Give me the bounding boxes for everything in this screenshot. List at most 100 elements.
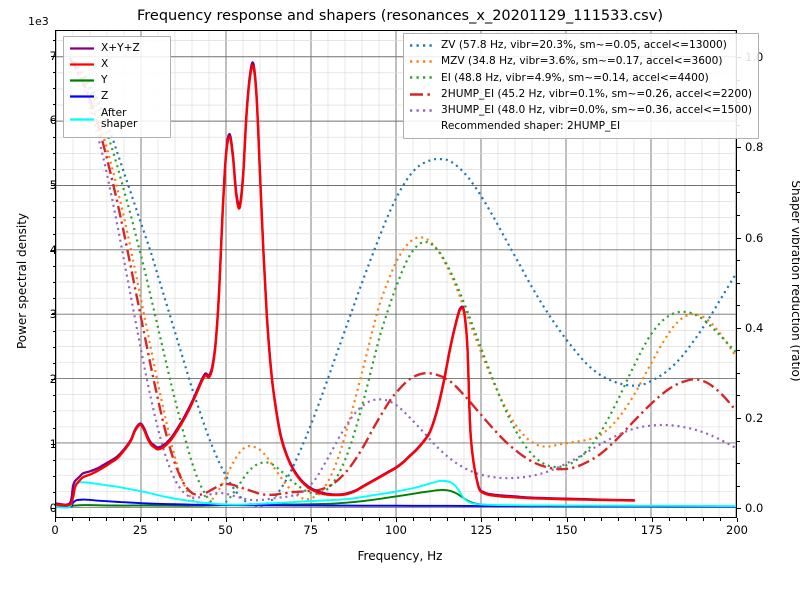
y-minor-tick-right: [737, 260, 740, 262]
x-tick-mark: [55, 518, 56, 522]
y-tick-mark-left: [51, 249, 55, 251]
y-minor-tick-right: [737, 169, 740, 171]
x-minor-tick: [634, 518, 636, 521]
y-minor-tick-right: [737, 350, 740, 352]
y-minor-tick-right: [737, 485, 740, 487]
y-minor-tick-right: [737, 192, 740, 194]
y-minor-tick-left: [52, 72, 55, 73]
legend-item-3hump-ei[interactable]: 3HUMP_EI (48.0 Hz, vibr=0.0%, sm~=0.36, …: [409, 103, 752, 119]
y-tick-mark-left: [51, 55, 55, 57]
x-tick-label: 150: [555, 523, 578, 537]
x-tick-mark: [396, 518, 397, 522]
x-axis-label: Frequency, Hz: [357, 549, 443, 563]
x-minor-tick: [327, 518, 329, 521]
y-minor-tick-left: [52, 265, 55, 267]
y-minor-tick-right: [737, 463, 740, 465]
series-x: [56, 64, 636, 507]
y-minor-tick-left: [52, 298, 55, 300]
x-minor-tick: [719, 518, 721, 521]
y-minor-tick-right: [737, 440, 740, 442]
y-minor-tick-left: [52, 168, 55, 170]
y-tick-mark-left: [51, 443, 55, 445]
y-tick-mark-left: [51, 379, 55, 381]
legend-item-zv[interactable]: ZV (57.8 Hz, vibr=20.3%, sm~=0.05, accel…: [409, 37, 752, 53]
y-tick-mark-right: [737, 237, 741, 239]
y-minor-tick-left: [52, 217, 55, 219]
y-minor-tick-left: [52, 88, 55, 90]
y-minor-tick-left: [52, 201, 55, 203]
x-tick-label: 100: [385, 523, 407, 537]
legend-item-x[interactable]: X: [69, 56, 165, 72]
legend-label: EI (48.8 Hz, vibr=4.9%, sm~=0.14, accel<…: [441, 71, 709, 84]
y-minor-tick-right: [737, 215, 740, 216]
legend-line-sample-icon: [69, 114, 95, 125]
x-minor-tick: [464, 518, 466, 521]
legend-line-sample-icon: [409, 72, 435, 83]
y-axis-label-left: Power spectral density: [15, 212, 29, 350]
series-ei: [68, 57, 736, 507]
legend-line-sample-icon: [69, 43, 95, 54]
y-minor-tick-left: [52, 459, 55, 461]
x-minor-tick: [361, 518, 363, 521]
x-minor-tick: [583, 518, 585, 521]
x-minor-tick: [191, 518, 193, 521]
y-tick-label-right: 0.4: [745, 320, 764, 335]
legend-label: Z: [101, 89, 109, 102]
legend-item-y[interactable]: Y: [69, 72, 165, 88]
x-tick-mark: [651, 518, 653, 522]
x-tick-label: 50: [218, 523, 233, 537]
x-minor-tick: [447, 518, 449, 521]
y-minor-tick-right: [737, 305, 740, 307]
y-tick-mark-left: [51, 314, 55, 316]
legend-label: ZV (57.8 Hz, vibr=20.3%, sm~=0.05, accel…: [441, 38, 727, 51]
legend-label: 3HUMP_EI (48.0 Hz, vibr=0.0%, sm~=0.36, …: [441, 104, 752, 117]
y-minor-tick-left: [52, 39, 55, 41]
y-minor-tick-right: [737, 395, 740, 397]
recommended-shaper-note: Recommended shaper: 2HUMP_EI: [441, 120, 621, 133]
page-title: Frequency response and shapers (resonanc…: [137, 8, 663, 24]
series-mzv: [68, 57, 736, 507]
legend-item-ei[interactable]: EI (48.8 Hz, vibr=4.9%, sm~=0.14, accel<…: [409, 70, 752, 86]
x-tick-label: 175: [640, 523, 663, 537]
legend-shapers: ZV (57.8 Hz, vibr=20.3%, sm~=0.05, accel…: [403, 33, 759, 139]
y-minor-tick-left: [52, 492, 55, 494]
y-minor-tick-left: [52, 346, 55, 348]
x-minor-tick: [378, 518, 380, 521]
x-minor-tick: [668, 518, 670, 521]
x-minor-tick: [72, 518, 74, 521]
x-tick-label: 125: [470, 523, 493, 537]
x-minor-tick: [344, 518, 346, 521]
y-tick-mark-left: [51, 120, 55, 122]
x-tick-mark: [566, 518, 568, 522]
x-minor-tick: [174, 518, 176, 521]
y-tick-mark-right: [737, 147, 741, 149]
y-tick-label-right: 0.8: [745, 140, 764, 155]
y-minor-tick-left: [52, 427, 55, 429]
y-tick-mark-left: [51, 185, 55, 187]
x-minor-tick: [106, 518, 108, 521]
y-minor-tick-left: [52, 282, 55, 284]
y-minor-tick-left: [52, 330, 55, 332]
legend-item-z[interactable]: Z: [69, 88, 165, 104]
x-tick-label: 75: [303, 523, 319, 537]
legend-line-sample-icon: [409, 40, 435, 51]
legend-label: MZV (34.8 Hz, vibr=3.6%, sm~=0.17, accel…: [441, 55, 723, 68]
legend-item-mzv[interactable]: MZV (34.8 Hz, vibr=3.6%, sm~=0.17, accel…: [409, 53, 752, 69]
legend-line-sample-icon: [69, 75, 95, 86]
x-minor-tick: [549, 518, 551, 521]
y-minor-tick-left: [52, 395, 55, 397]
y-minor-tick-left: [52, 411, 55, 413]
x-tick-label: 200: [726, 523, 748, 537]
legend-line-sample-icon: [409, 56, 435, 67]
x-minor-tick: [515, 518, 517, 521]
series-after-shaper: [56, 479, 736, 509]
x-tick-label: 25: [132, 523, 148, 537]
y-minor-tick-left: [52, 104, 55, 106]
legend-item-after-shaper[interactable]: After shaper: [69, 104, 165, 134]
legend-item-2hump-ei[interactable]: 2HUMP_EI (45.2 Hz, vibr=0.1%, sm~=0.26, …: [409, 86, 752, 102]
legend-item-x-y-z[interactable]: X+Y+Z: [69, 40, 165, 56]
y-tick-mark-right: [737, 418, 741, 420]
x-minor-tick: [259, 518, 261, 521]
legend-label: After shaper: [101, 106, 138, 130]
